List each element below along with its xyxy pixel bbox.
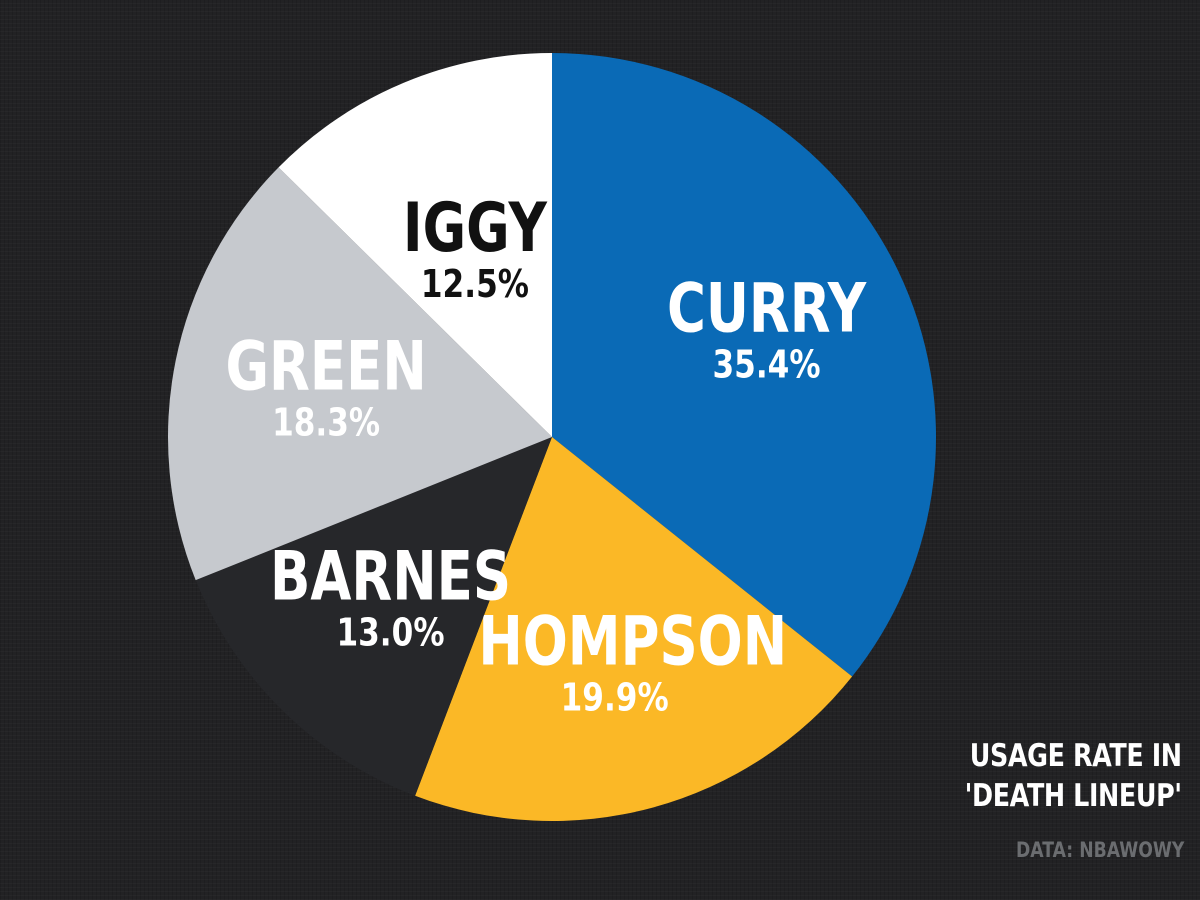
slice-label-barnes: BARNES (270, 537, 511, 616)
slice-value-thompson: 19.9% (561, 677, 669, 721)
pie-slice-thompson (415, 437, 853, 822)
chart-title-line-2: 'DEATH LINEUP' (964, 778, 1182, 814)
slice-value-curry: 35.4% (712, 344, 820, 388)
slice-label-curry: CURRY (667, 269, 867, 348)
pie-slice-iggy (278, 53, 552, 437)
slice-value-iggy: 12.5% (421, 263, 529, 307)
chart-title: USAGE RATE IN 'DEATH LINEUP' (965, 736, 1182, 816)
slice-label-green: GREEN (226, 327, 427, 406)
pie-slice-green (168, 167, 553, 581)
slice-value-barnes: 13.0% (336, 611, 444, 655)
pie-slice-curry (552, 53, 936, 677)
data-source: DATA: NBAWOWY (1015, 838, 1184, 862)
slice-label-iggy: IGGY (403, 188, 548, 267)
pie-slice-barnes (195, 437, 552, 796)
slice-label-thompson: THOMPSON (442, 602, 787, 681)
chart-title-line-1: USAGE RATE IN (970, 738, 1182, 774)
slice-value-green: 18.3% (272, 402, 380, 446)
